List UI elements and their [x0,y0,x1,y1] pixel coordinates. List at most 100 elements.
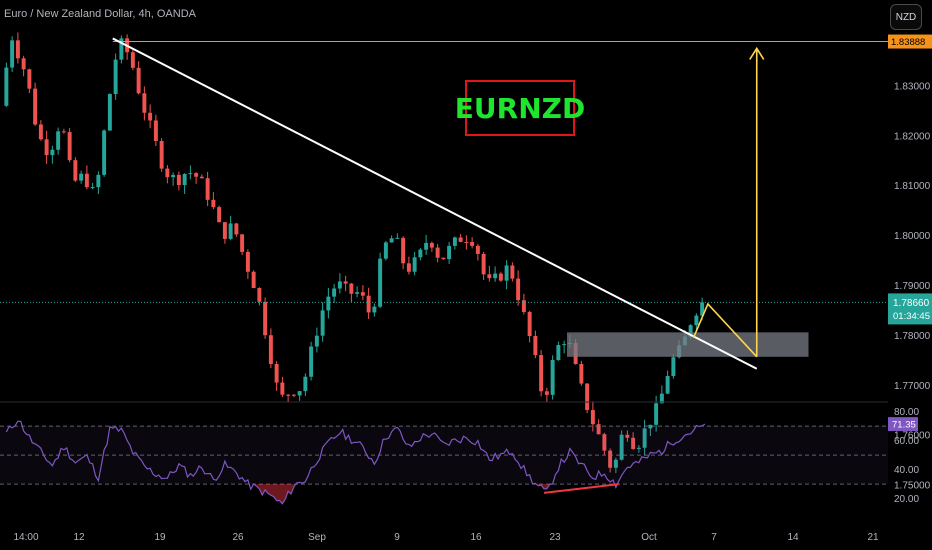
candle-body [222,222,227,239]
time-axis[interactable]: 14:00 12 19 26 Sep 9 16 23 Oct 7 14 21 [13,532,879,543]
candle-body [303,376,308,392]
candle-body [659,393,664,404]
candle-body [389,238,394,243]
rsi-tick-label: 20.00 [894,494,919,505]
candle-body [257,288,262,302]
candle-body [67,132,72,161]
candle-body [470,242,475,246]
rsi-divergence-line[interactable] [543,483,619,494]
target-arrow-head [749,46,765,60]
candle-body [481,253,486,275]
candle-body [504,265,509,281]
time-tick-label: 9 [394,532,400,543]
candle-body [228,223,233,239]
candle-body [510,265,515,279]
candle-body [38,124,43,140]
candle-body [694,315,699,326]
time-tick-label: Oct [641,532,657,543]
candle-body [636,447,641,449]
currency-button[interactable]: NZD [890,4,922,30]
eurnzd-label-box: EURNZD [455,80,585,136]
candle-body [349,283,354,294]
candle-body [119,38,124,60]
candle-body [211,199,216,208]
candle-body [625,434,630,438]
candle-body [378,258,383,307]
candle-body [447,245,452,260]
candle-body [527,311,532,337]
price-tick-label: 1.75000 [894,481,931,492]
candle-body [153,120,158,142]
candle-body [268,335,273,365]
candle-body [113,59,118,95]
candle-body [452,237,457,246]
price-axis[interactable]: 1.83000 1.82000 1.81000 1.80000 1.79000 1.780… [888,34,932,492]
price-tick-label: 1.81000 [894,181,931,192]
rsi-line [5,420,706,505]
candle-body [418,249,423,258]
candle-body [61,131,66,133]
candle-body [475,245,480,254]
candle-body [251,271,256,289]
candle-body [458,237,463,242]
rsi-tick-label: 40.00 [894,465,919,476]
time-tick-label: 12 [73,532,85,543]
price-tick-label: 1.77000 [894,381,931,392]
price-tick-label: 1.83000 [894,81,931,92]
chart-drawings[interactable] [0,37,888,370]
candle-body [332,288,337,297]
candle-body [194,173,199,177]
candle-body [498,273,503,281]
candle-body [90,187,95,189]
candle-body [516,278,521,301]
candle-body [240,234,245,252]
time-tick-label: 21 [867,532,879,543]
candle-body [314,335,319,347]
price-tick-label: 1.80000 [894,231,931,242]
candle-body [355,292,360,294]
candle-body [309,346,314,377]
rsi-current-text: 71.35 [892,420,916,431]
rsi-oversold-fill [256,484,294,504]
candle-body [297,391,302,396]
symbol-title[interactable]: Euro / New Zealand Dollar, 4h, OANDA [4,8,196,20]
projection-path[interactable] [692,302,758,358]
price-tick-label: 1.79000 [894,281,931,292]
candle-body [136,67,141,94]
target-price-tag [888,34,932,49]
candle-body [493,273,498,279]
candle-body [44,139,49,156]
candle-body [435,247,440,258]
candle-body [96,174,101,188]
candle-body [286,394,291,396]
candle-body [383,242,388,259]
candle-body [366,295,371,313]
candle-body [395,237,400,239]
candle-body [642,428,647,448]
candle-body [619,434,624,460]
candle-body [562,344,567,346]
candle-body [320,310,325,336]
price-tick-label: 1.78000 [894,331,931,342]
support-zone[interactable] [567,332,809,357]
descending-trendline[interactable] [112,37,758,370]
rsi-tick-label: 80.00 [894,407,919,418]
candle-body [372,306,377,313]
candle-body [56,131,61,150]
candle-body [654,403,659,425]
rsi-tick-label: 60.00 [894,436,919,447]
candle-body [148,112,153,121]
candle-body [441,257,446,260]
candle-body [263,301,268,336]
candlestick-series [4,32,705,474]
rsi-axis[interactable]: 80.00 60.00 40.00 20.00 71.35 [888,407,919,505]
candle-body [590,410,595,425]
candle-body [579,363,584,384]
candle-body [360,292,365,296]
time-tick-label: 26 [232,532,244,543]
candle-body [326,296,331,311]
candle-body [487,274,492,279]
candle-body [671,357,676,377]
last-price-tag [888,293,932,325]
candle-body [176,174,181,186]
